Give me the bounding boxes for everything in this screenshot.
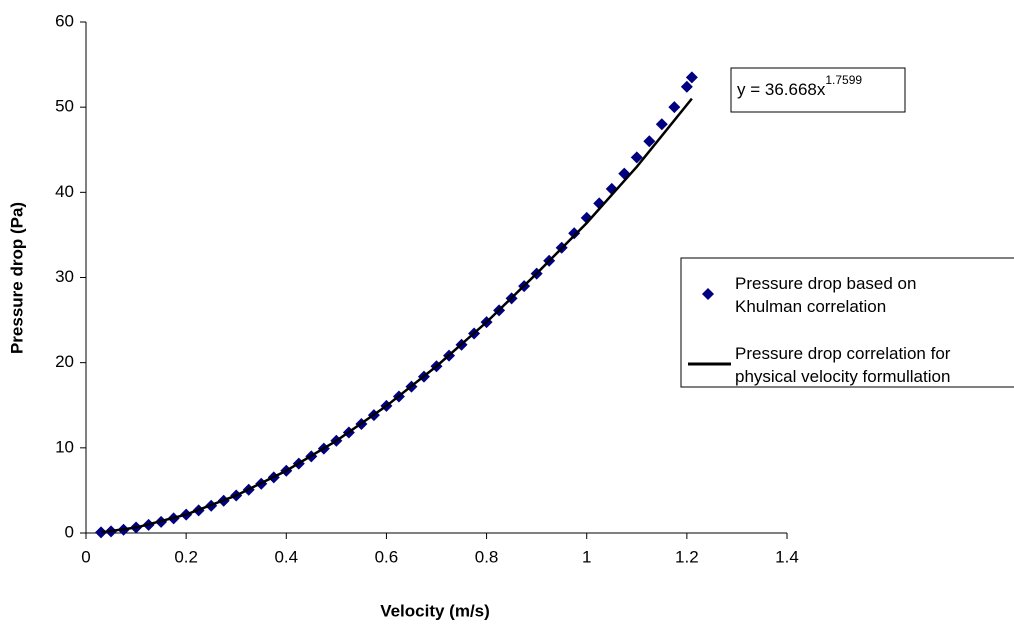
y-tick-label: 20 [55, 352, 74, 371]
point [630, 151, 643, 164]
line [100, 97, 693, 534]
x-tick-label: 1 [582, 547, 591, 566]
legend-box [680, 257, 1014, 388]
y-tick-label: 60 [55, 11, 74, 30]
y-tick-label: 40 [55, 182, 74, 201]
x-tick-label: 0.8 [475, 547, 499, 566]
point [668, 101, 681, 114]
y-tick-label: 50 [55, 97, 74, 116]
x-tick-label: 0.2 [174, 547, 198, 566]
equation-box [730, 67, 906, 113]
point [685, 71, 698, 84]
x-axis-title: Velocity (m/s) [380, 601, 490, 620]
y-axis-title: Pressure drop (Pa) [7, 202, 26, 354]
legend-label: Pressure drop correlation for physical v… [735, 344, 955, 386]
y-tick-label: 30 [55, 267, 74, 286]
point [568, 227, 581, 240]
x-tick-label: 0.6 [375, 547, 399, 566]
y-tick-label: 10 [55, 437, 74, 456]
equation: y = 36.668x1.7599 [737, 73, 862, 99]
legend-label: Pressure drop based on Khulman correlati… [735, 274, 921, 316]
x-tick-label: 0 [81, 547, 90, 566]
legend-marker [702, 288, 714, 300]
point [643, 135, 656, 148]
x-tick-label: 1.2 [675, 547, 699, 566]
x-tick-label: 1.4 [775, 547, 799, 566]
point [680, 80, 693, 93]
point [655, 118, 668, 131]
y-tick-label: 0 [65, 522, 74, 541]
equation-exponent: 1.7599 [825, 73, 862, 87]
equation-text: y = 36.668x [737, 80, 826, 99]
x-tick-label: 0.4 [274, 547, 298, 566]
